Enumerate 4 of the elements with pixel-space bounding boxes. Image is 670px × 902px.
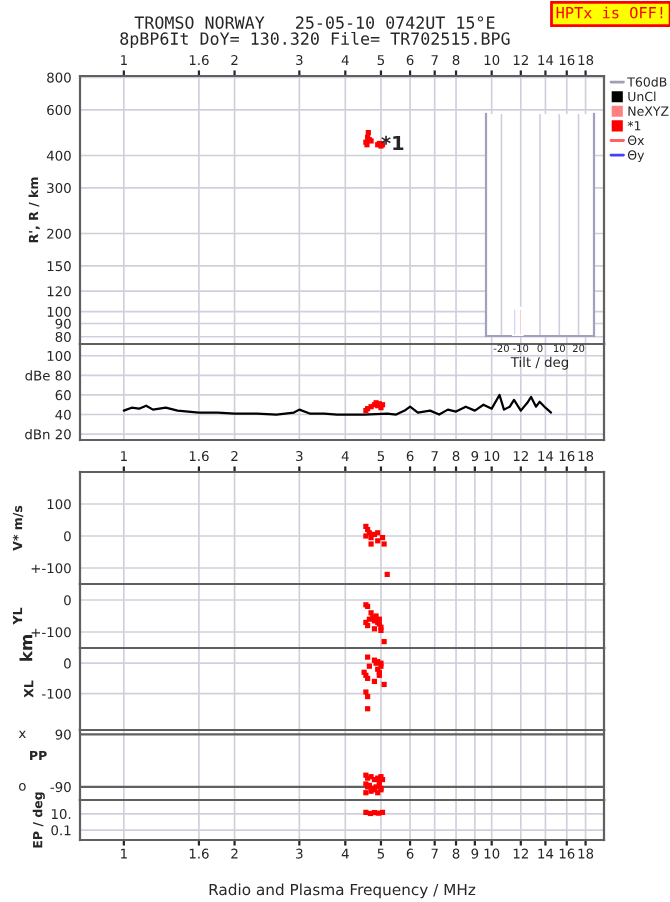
text: km bbox=[19, 635, 33, 661]
chart-title: TROMSO NORWAY 25-05-10 0742UT 15°E bbox=[134, 16, 495, 29]
annotation: *1 bbox=[381, 135, 404, 151]
chart-subtitle: 8pBP6It DoY= 130.320 File= TR702515.BPG bbox=[120, 31, 510, 49]
